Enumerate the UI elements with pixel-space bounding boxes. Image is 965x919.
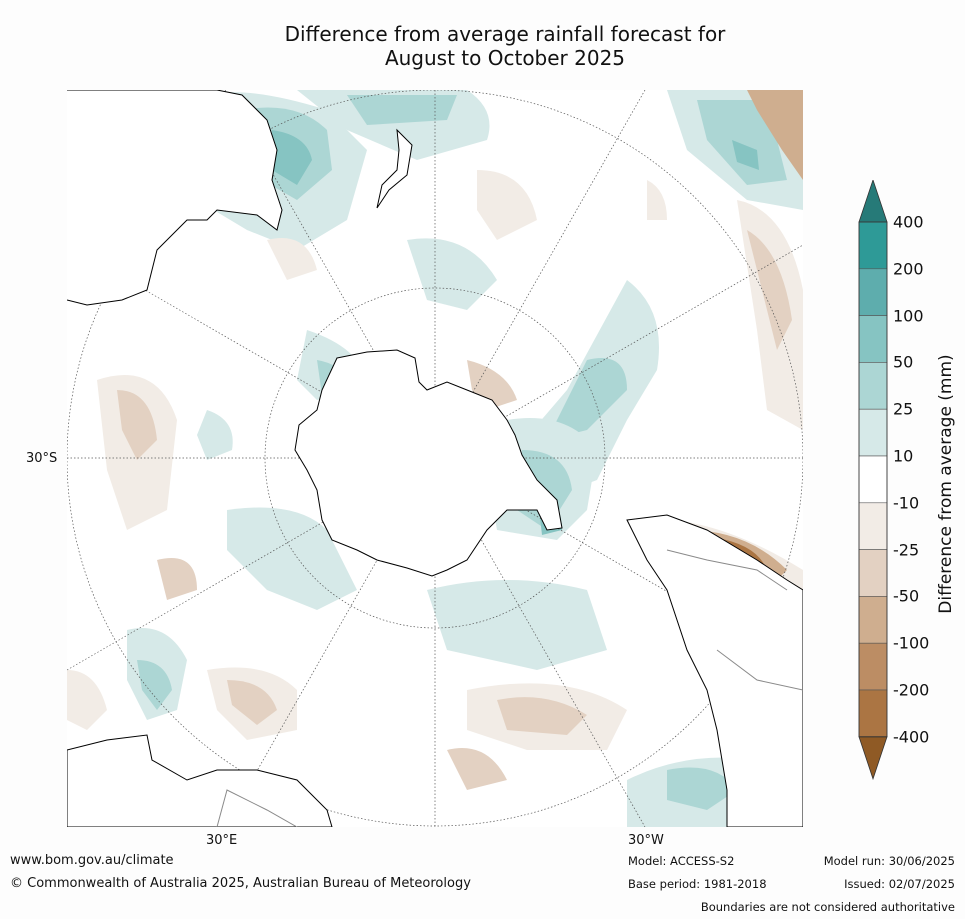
- colorbar-tick-label: 200: [893, 259, 924, 279]
- title-line-1: Difference from average rainfall forecas…: [284, 22, 726, 46]
- colorbar-bin: [858, 221, 888, 270]
- colorbar-tick-label: 100: [893, 306, 924, 326]
- south-america-borders: [666, 549, 803, 691]
- colorbar-bin: [858, 596, 888, 644]
- colorbar-tick-label: -50: [893, 586, 920, 606]
- colorbar-extend-bottom: [858, 736, 888, 781]
- colorbar-bin: [858, 362, 888, 410]
- lat-label-30s: 30°S: [26, 451, 58, 466]
- model-run-date: Model run: 30/06/2025: [823, 854, 955, 868]
- colorbar: [858, 180, 888, 781]
- colorbar-bin: [858, 455, 888, 504]
- map-title: Difference from average rainfall forecas…: [190, 22, 820, 70]
- colorbar-title: Difference from average (mm): [936, 354, 956, 614]
- colorbar-tick-label: 10: [893, 446, 914, 466]
- lon-label-30w: 30°W: [628, 833, 664, 848]
- colorbar-bin: [858, 549, 888, 597]
- model-name: Model: ACCESS-S2: [628, 854, 735, 868]
- colorbar-bin: [858, 642, 888, 691]
- antarctica-coastline: [294, 349, 563, 577]
- colorbar-bin: [858, 268, 888, 316]
- map-svg: [67, 90, 803, 827]
- colorbar-bin: [858, 408, 888, 457]
- new-zealand-coastline: [376, 128, 413, 209]
- colorbar-tick-label: -100: [893, 633, 930, 653]
- colorbar-tick-label: -25: [893, 540, 920, 560]
- colorbar-outline: [858, 221, 888, 738]
- south-america-coastline: [626, 514, 803, 827]
- colorbar-bin: [858, 689, 888, 738]
- boundaries-disclaimer: Boundaries are not considered authoritat…: [700, 900, 955, 914]
- copyright-text: © Commonwealth of Australia 2025, Austra…: [10, 876, 471, 891]
- website-link[interactable]: www.bom.gov.au/climate: [10, 853, 174, 868]
- rainfall-anomaly-map: [67, 90, 803, 827]
- colorbar-tick-label: -200: [893, 680, 930, 700]
- issued-date: Issued: 02/07/2025: [844, 877, 955, 891]
- title-line-2: August to October 2025: [384, 46, 626, 70]
- colorbar-bin: [858, 315, 888, 363]
- africa-coastline: [67, 734, 333, 827]
- colorbar-tick-label: 400: [893, 212, 924, 232]
- colorbar-tick-label: 50: [893, 352, 914, 372]
- base-period: Base period: 1981-2018: [628, 877, 767, 891]
- colorbar-tick-label: -400: [893, 727, 930, 747]
- colorbar-extend-top: [858, 180, 888, 223]
- australia-coastline: [67, 90, 283, 306]
- lon-label-30e: 30°E: [206, 833, 238, 848]
- colorbar-bin: [858, 502, 888, 550]
- africa-borders: [216, 789, 298, 827]
- colorbar-tick-label: -10: [893, 493, 920, 513]
- colorbar-tick-label: 25: [893, 399, 914, 419]
